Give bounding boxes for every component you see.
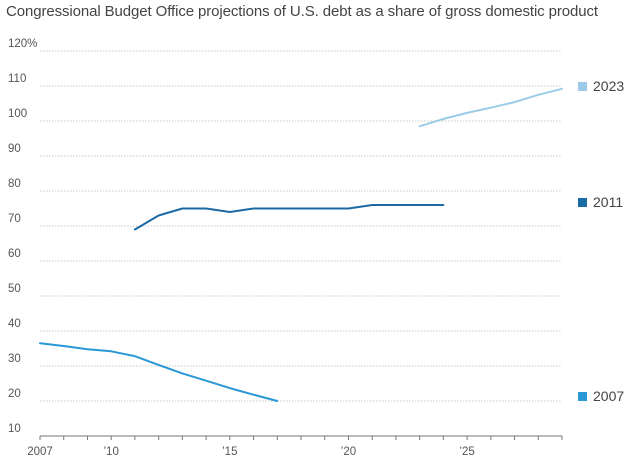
y-tick-label: 10: [8, 423, 21, 435]
y-tick-label: 90: [8, 143, 21, 155]
y-tick-label: 20: [8, 388, 21, 400]
y-axis-ticks: 120% 110 100 90 80 70 60 50 40 30 20 10: [8, 38, 37, 435]
y-tick-label: 70: [8, 213, 21, 225]
legend-swatch-2023: [578, 82, 587, 91]
x-tick-label: 2007: [27, 446, 53, 458]
y-tick-label: 100: [8, 108, 27, 120]
legend-label-2023: 2023: [593, 78, 624, 94]
legend-swatch-2007: [578, 392, 587, 401]
y-tick-label: 60: [8, 248, 21, 260]
y-tick-label: 30: [8, 353, 21, 365]
x-axis-ticks: 2007 ’10 ’15 ’20 ’25: [27, 436, 563, 458]
y-tick-label: 110: [8, 73, 26, 85]
y-tick-label: 50: [8, 283, 21, 295]
chart-title: Congressional Budget Office projections …: [6, 3, 598, 20]
series-line-2023: [418, 87, 563, 128]
legend-swatch-2011: [578, 198, 587, 207]
gridlines: [40, 50, 562, 437]
y-tick-label: 40: [8, 318, 21, 330]
legend-label-2011: 2011: [593, 194, 623, 210]
series-line-2007: [39, 342, 279, 402]
y-tick-label: 120%: [8, 38, 37, 50]
x-tick-label: ’20: [341, 446, 356, 458]
x-tick-label: ’25: [459, 446, 474, 458]
x-tick-label: ’10: [104, 446, 119, 458]
series-lines: [39, 87, 563, 402]
x-tick-label: ’15: [222, 446, 237, 458]
y-tick-label: 80: [8, 178, 21, 190]
legend: 2023 2011 2007: [578, 78, 624, 404]
legend-label-2007: 2007: [593, 388, 624, 404]
series-line-2011: [133, 204, 445, 231]
